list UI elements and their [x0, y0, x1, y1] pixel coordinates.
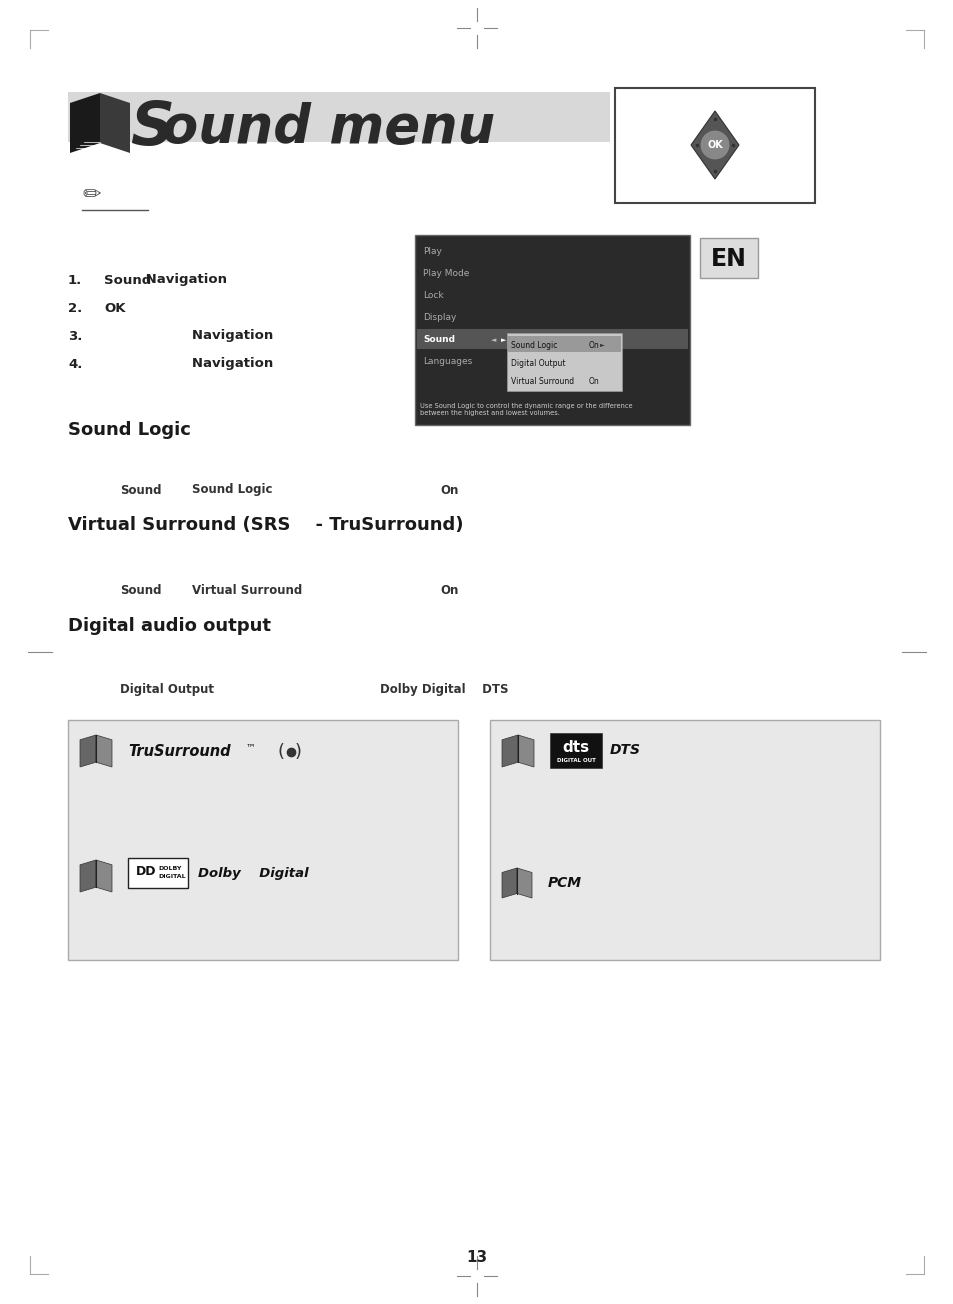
FancyBboxPatch shape: [700, 239, 758, 278]
Text: Lock: Lock: [422, 292, 443, 300]
Text: Dolby Digital    DTS: Dolby Digital DTS: [379, 683, 508, 696]
Text: Navigation: Navigation: [104, 330, 273, 343]
Text: (: (: [277, 743, 285, 762]
Text: Sound: Sound: [422, 335, 455, 344]
Text: Digital Output: Digital Output: [511, 359, 565, 368]
Polygon shape: [100, 93, 130, 153]
Text: ): ): [294, 743, 302, 762]
Text: DIGITAL OUT: DIGITAL OUT: [556, 758, 595, 763]
Polygon shape: [501, 868, 517, 898]
Text: Sound Logic: Sound Logic: [192, 484, 273, 497]
Text: Sound: Sound: [120, 583, 161, 596]
Text: On: On: [588, 377, 599, 386]
Text: Use Sound Logic to control the dynamic range or the difference
between the highe: Use Sound Logic to control the dynamic r…: [419, 403, 632, 416]
Polygon shape: [690, 111, 739, 179]
Text: Virtual Surround: Virtual Surround: [192, 583, 302, 596]
Text: 1.: 1.: [68, 274, 82, 287]
Text: ►: ►: [500, 336, 506, 343]
Text: DTS: DTS: [609, 743, 640, 758]
Text: On: On: [588, 340, 599, 349]
Text: DOLBY: DOLBY: [158, 866, 181, 871]
Text: 4.: 4.: [68, 357, 82, 370]
FancyBboxPatch shape: [615, 87, 814, 203]
Text: Virtual Surround: Virtual Surround: [511, 377, 574, 386]
Text: Sound Logic: Sound Logic: [68, 421, 191, 439]
FancyBboxPatch shape: [507, 336, 620, 352]
FancyBboxPatch shape: [550, 733, 601, 768]
Text: On: On: [439, 484, 457, 497]
Text: PCM: PCM: [547, 876, 581, 891]
Text: Digital audio output: Digital audio output: [68, 617, 271, 635]
FancyBboxPatch shape: [490, 720, 879, 960]
Text: Display: Display: [422, 313, 456, 322]
Text: Navigation: Navigation: [104, 274, 227, 287]
Text: TruSurround: TruSurround: [128, 745, 231, 759]
Polygon shape: [517, 735, 534, 767]
Text: Languages: Languages: [422, 357, 472, 366]
Text: ™: ™: [246, 742, 255, 752]
Text: 13: 13: [466, 1251, 487, 1265]
Text: dts: dts: [562, 739, 589, 755]
Text: S: S: [130, 99, 173, 158]
Text: Play: Play: [422, 248, 441, 257]
Polygon shape: [80, 861, 96, 892]
FancyBboxPatch shape: [68, 93, 609, 142]
Text: ►: ►: [599, 343, 604, 347]
Polygon shape: [80, 735, 96, 767]
Text: On: On: [439, 583, 457, 596]
Text: ◄: ◄: [491, 336, 496, 343]
Text: Dolby    Digital: Dolby Digital: [198, 866, 309, 879]
Text: Sound: Sound: [120, 484, 161, 497]
Text: DD: DD: [136, 865, 156, 878]
FancyBboxPatch shape: [415, 235, 689, 425]
FancyBboxPatch shape: [416, 329, 687, 349]
Text: 3.: 3.: [68, 330, 82, 343]
Text: Play Mode: Play Mode: [422, 270, 469, 279]
Text: OK: OK: [706, 140, 722, 150]
Polygon shape: [96, 735, 112, 767]
FancyBboxPatch shape: [506, 333, 621, 391]
Polygon shape: [517, 868, 532, 898]
Polygon shape: [70, 93, 100, 153]
Text: Sound: Sound: [104, 274, 152, 287]
Circle shape: [700, 130, 729, 160]
Text: 2.: 2.: [68, 301, 82, 314]
Text: OK: OK: [104, 301, 126, 314]
Text: Sound Logic: Sound Logic: [511, 340, 557, 349]
Text: ound menu: ound menu: [162, 102, 495, 154]
Text: Navigation: Navigation: [104, 357, 273, 370]
Text: Digital Output: Digital Output: [120, 683, 213, 696]
Text: DIGITAL: DIGITAL: [158, 874, 186, 879]
Polygon shape: [501, 735, 517, 767]
Text: ✏: ✏: [82, 185, 100, 205]
FancyBboxPatch shape: [68, 720, 457, 960]
FancyBboxPatch shape: [128, 858, 188, 888]
Text: EN: EN: [710, 246, 746, 271]
Polygon shape: [96, 861, 112, 892]
Text: Virtual Surround (SRS    - TruSurround): Virtual Surround (SRS - TruSurround): [68, 516, 463, 535]
